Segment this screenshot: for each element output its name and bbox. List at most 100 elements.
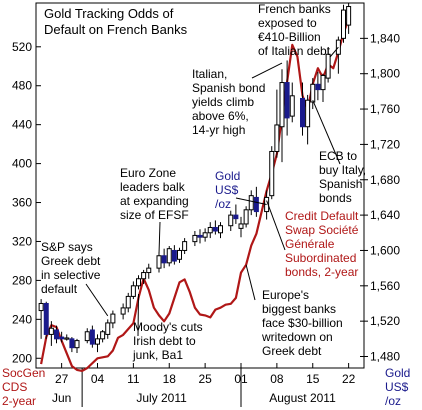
candle-body <box>136 278 141 287</box>
candle-body <box>310 83 316 103</box>
gold-candle <box>305 94 311 145</box>
gold-candle <box>320 73 326 102</box>
gold-candle <box>192 231 198 247</box>
cds-series <box>40 19 350 372</box>
annotation-line: 14-yr high <box>192 123 245 137</box>
candle-body <box>38 302 44 312</box>
annotation-line: size of EFSF <box>120 208 189 222</box>
left-axis-label-line: SocGen <box>2 366 45 380</box>
candle-body <box>105 322 111 335</box>
annotation-line: Moody's cuts <box>133 320 203 334</box>
candle-body <box>248 195 254 211</box>
cds-series-label: Credit Default Swap Société Générale Sub… <box>285 209 359 279</box>
candle-body <box>141 272 147 280</box>
candle-body <box>125 295 131 309</box>
gold-candle <box>146 263 152 279</box>
candle-body <box>171 249 177 262</box>
left-tick-label: 440 <box>12 118 32 132</box>
x-tick-label: 04 <box>91 372 105 386</box>
annotation-line: Spanish bond <box>192 81 265 95</box>
left-tick-label: 320 <box>12 234 32 248</box>
gold-candle <box>120 303 126 320</box>
candle-body <box>300 97 305 128</box>
gold-candle <box>89 325 95 348</box>
candle-body <box>284 82 290 119</box>
candle-body <box>207 226 213 234</box>
annotation-line: buy Italy, <box>319 163 366 177</box>
candle-body <box>228 214 234 227</box>
candle-body <box>305 99 311 128</box>
gold-candle <box>84 328 90 344</box>
annotation-europe-banks: Europe's biggest banks face $30-billion … <box>261 288 343 358</box>
annotation-line: bonds <box>319 191 352 205</box>
month-label: July 2011 <box>136 391 187 405</box>
annotation-line: yields climb <box>192 95 254 109</box>
gold-candle <box>238 216 244 238</box>
annotation-line: biggest banks <box>262 302 336 316</box>
candle-body <box>274 124 280 152</box>
gold-candle <box>269 146 275 200</box>
gold-candle <box>289 82 295 123</box>
right-axis-label-line: /oz <box>385 394 401 408</box>
annotation-line: above 6%, <box>192 109 249 123</box>
candle-body <box>279 82 285 128</box>
annotation-line: Italian, <box>192 67 227 81</box>
candle-body <box>54 329 59 340</box>
gold-candle <box>279 69 285 163</box>
leader-line <box>137 294 139 337</box>
annotation-line: Euro Zone <box>120 166 176 180</box>
candle-body <box>156 255 162 269</box>
candle-body <box>59 336 65 340</box>
right-axis-label: Gold US$ /oz <box>385 366 410 408</box>
candle-body <box>89 329 95 345</box>
candle-body <box>202 232 208 238</box>
gold-candle <box>161 248 167 269</box>
annotation-sp-greek: S&P says Greek debt in selective default <box>41 240 101 296</box>
gold-candle <box>38 299 44 339</box>
title-backdrop <box>42 4 220 38</box>
annotation-french-banks: French banks exposed to €410-Billion of … <box>258 2 331 58</box>
left-tick-label: 400 <box>12 157 32 171</box>
gold-candle <box>69 337 75 353</box>
annotation-line: €410-Billion <box>258 30 321 44</box>
candle-body <box>161 255 167 264</box>
gold-candle <box>64 334 70 341</box>
gold-candle <box>207 222 213 239</box>
gold-candle <box>218 222 223 239</box>
gold-candle <box>177 247 182 263</box>
gold-candle <box>325 47 331 83</box>
right-tick-label: 1,480 <box>370 350 400 364</box>
right-tick-label: 1,840 <box>370 31 400 45</box>
candle-body <box>192 234 198 243</box>
left-axis-label-line: 2-year <box>2 394 36 408</box>
leader-line <box>158 221 161 255</box>
annotation-line: in selective <box>41 268 101 282</box>
annotation-moodys: Moody's cuts Irish debt to junk, Ba1 <box>132 320 203 362</box>
candle-body <box>182 241 188 251</box>
right-tick-label: 1,560 <box>370 279 400 293</box>
gold-candle <box>59 331 65 343</box>
right-tick-label: 1,680 <box>370 173 400 187</box>
x-tick-label: 08 <box>270 372 284 386</box>
leader-line <box>251 62 283 79</box>
left-tick-label: 200 <box>12 351 32 365</box>
leader-line <box>266 200 286 251</box>
gold-candle <box>110 310 116 329</box>
gold-label-line: US$ <box>215 183 239 197</box>
x-tick-label: 15 <box>306 372 320 386</box>
annotation-line: default <box>41 282 78 296</box>
candle-body <box>43 302 49 335</box>
month-bands: Jun July 2011 August 2011 <box>52 368 336 407</box>
right-axis: 1,480 1,520 1,560 1,600 1,640 1,680 1,720 1,760… <box>360 31 400 364</box>
left-axis-label: SocGen CDS 2-year <box>2 366 45 408</box>
leader-line <box>85 283 109 317</box>
left-axis-label-line: CDS <box>2 380 27 394</box>
candle-body <box>238 223 244 229</box>
left-tick-label: 360 <box>12 196 32 210</box>
right-axis-label-line: Gold <box>385 366 410 380</box>
gold-label-line: /oz <box>215 197 231 211</box>
annotation-line: Spanish <box>319 177 362 191</box>
gold-candle <box>141 269 147 285</box>
